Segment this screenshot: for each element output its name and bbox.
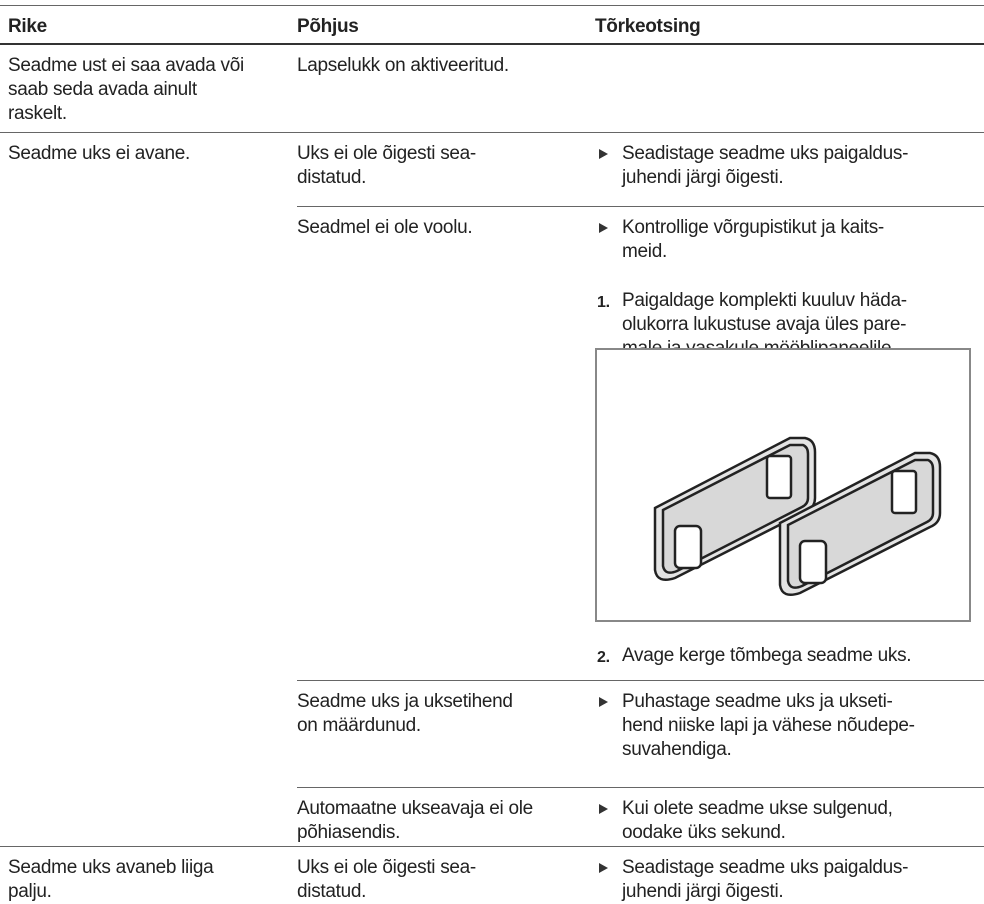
remedy: Kontrollige võrgupistikut ja kaits- meid…	[622, 217, 884, 262]
cause: Lapselukk on aktiveeritud.	[297, 55, 509, 76]
remedy: Kui olete seadme ukse sulgenud, oodake ü…	[622, 798, 893, 843]
cause: Uks ei ole õigesti sea- distatud.	[297, 143, 476, 188]
column-header: Rike	[8, 16, 47, 37]
bullet-icon	[599, 697, 608, 707]
fault: Seadme uks ei avane.	[8, 143, 191, 164]
column-header: Tõrkeotsing	[595, 16, 701, 37]
bullet-icon	[599, 863, 608, 873]
fault: Seadme ust ei saa avada või saab seda av…	[8, 55, 244, 124]
rule	[297, 787, 984, 788]
cause: Automaatne ukseavaja ei ole põhiasendis.	[297, 798, 533, 843]
step-text: Avage kerge tõmbega seadme uks.	[622, 645, 912, 666]
illustration	[595, 348, 971, 622]
rule	[0, 5, 984, 6]
remedy: Puhastage seadme uks ja ukseti- hend nii…	[622, 691, 915, 760]
rule	[297, 206, 984, 207]
cause: Seadme uks ja uksetihend on määrdunud.	[297, 691, 513, 736]
remedy: Seadistage seadme uks paigaldus- juhendi…	[622, 857, 909, 902]
rule	[297, 680, 984, 681]
bullet-icon	[599, 149, 608, 159]
rule	[0, 846, 984, 847]
remedy: Seadistage seadme uks paigaldus- juhendi…	[622, 143, 909, 188]
step-number: 1.	[597, 294, 610, 311]
bullet-icon	[599, 804, 608, 814]
rule	[0, 43, 984, 45]
cause: Uks ei ole õigesti sea- distatud.	[297, 857, 476, 902]
step-number: 2.	[597, 649, 610, 666]
rule	[0, 132, 984, 133]
bullet-icon	[599, 223, 608, 233]
fault: Seadme uks avaneb liiga palju.	[8, 857, 214, 902]
cause: Seadmel ei ole voolu.	[297, 217, 473, 238]
column-header: Põhjus	[297, 16, 359, 37]
